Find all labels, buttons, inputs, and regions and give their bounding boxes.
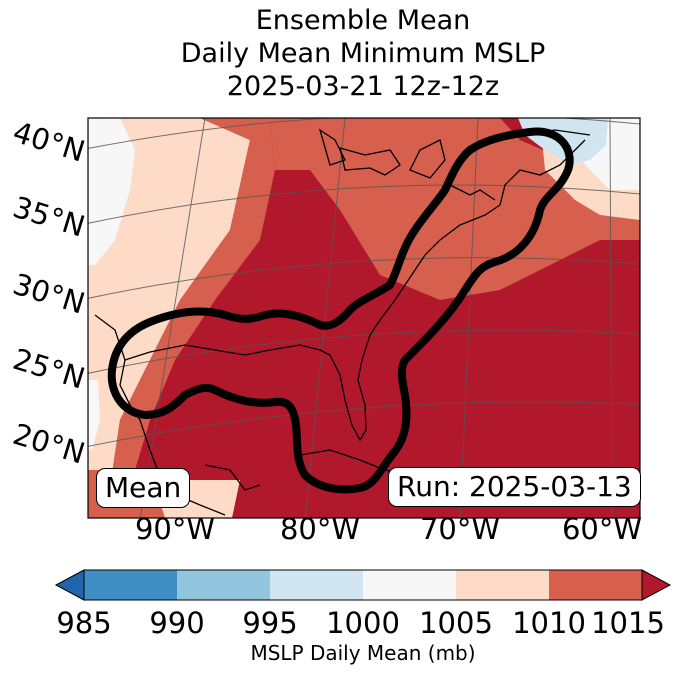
colorbar-bin-985 (84, 570, 178, 600)
colorbar-bin-1010 (549, 570, 643, 600)
colorbar-tick-985: 985 (56, 606, 112, 640)
colorbar-bin-1000 (363, 570, 457, 600)
colorbar-label: MSLP Daily Mean (mb) (250, 641, 476, 665)
colorbar-tick-1015: 1015 (591, 606, 665, 640)
lon-label-80w: 80°W (279, 512, 361, 546)
colorbar-tick-1005: 1005 (419, 606, 493, 640)
run-date-label: Run: 2025-03-13 (388, 467, 641, 507)
colorbar-bin-990 (177, 570, 271, 600)
mean-label: Mean (96, 468, 191, 508)
lon-label-90w: 90°W (134, 512, 216, 546)
colorbar-tick-990: 990 (149, 606, 205, 640)
field-1000-1005-west-lower (88, 380, 100, 450)
title-line-3: 2025-03-21 12z-12z (226, 71, 500, 102)
colorbar-tick-1010: 1010 (512, 606, 586, 640)
title-line-2: Daily Mean Minimum MSLP (180, 38, 546, 69)
lon-label-60w: 60°W (561, 512, 643, 546)
colorbar-under-arrow (54, 569, 85, 601)
colorbar-tick-995: 995 (242, 606, 298, 640)
field-1000-1005-west (88, 118, 135, 265)
colorbar-bin-1005 (456, 570, 550, 600)
title-line-1: Ensemble Mean (255, 5, 471, 36)
colorbar-bin-995 (270, 570, 364, 600)
lon-label-70w: 70°W (419, 512, 501, 546)
map-frame (87, 117, 641, 519)
map-panel (87, 117, 641, 519)
colorbar-over-arrow (641, 569, 672, 601)
colorbar-tick-1000: 1000 (326, 606, 400, 640)
threshold-contour (107, 127, 574, 494)
